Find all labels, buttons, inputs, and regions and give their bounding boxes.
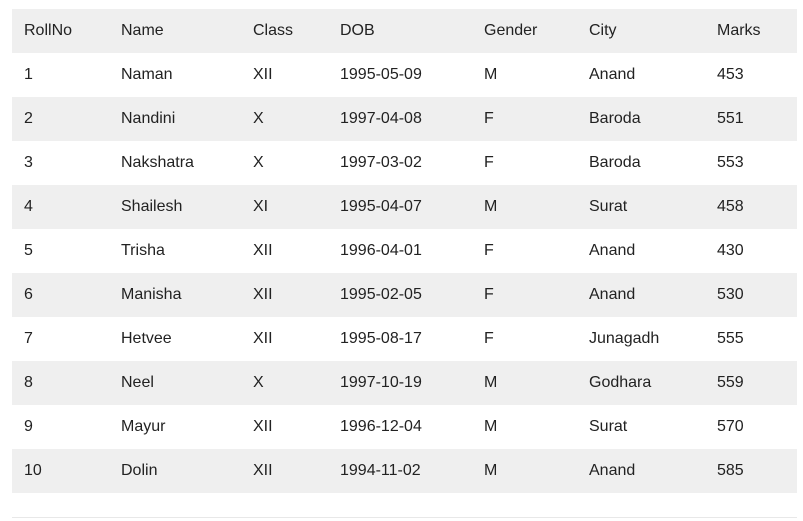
cell-dob: 1996-04-01 [340,242,422,259]
cell-rollno: 8 [24,374,33,391]
cell-rollno: 2 [24,110,33,127]
cell-gender: M [484,198,498,215]
cell-rollno: 10 [24,462,42,479]
cell-marks: 553 [717,154,744,171]
cell-marks: 559 [717,374,744,391]
table-row: 9 Mayur XII 1996-12-04 M Surat 570 [12,405,797,449]
cell-rollno: 9 [24,418,33,435]
table-row: 3 Nakshatra X 1997-03-02 F Baroda 553 [12,141,797,185]
cell-name: Dolin [121,462,158,479]
cell-dob: 1995-08-17 [340,330,422,347]
column-header-city: City [589,22,617,39]
cell-city: Godhara [589,374,652,391]
cell-name: Trisha [121,242,165,259]
cell-rollno: 1 [24,66,33,83]
column-header-dob: DOB [340,22,375,39]
table-row: 5 Trisha XII 1996-04-01 F Anand 430 [12,229,797,273]
cell-name: Hetvee [121,330,172,347]
cell-class: XII [253,242,273,259]
cell-class: X [253,110,264,127]
cell-gender: F [484,110,494,127]
cell-marks: 430 [717,242,744,259]
cell-name: Neel [121,374,154,391]
cell-class: X [253,374,264,391]
cell-gender: F [484,330,494,347]
cell-gender: M [484,462,498,479]
table-row: 10 Dolin XII 1994-11-02 M Anand 585 [12,449,797,493]
cell-dob: 1997-10-19 [340,374,422,391]
students-table: RollNo Name Class DOB Gender City Marks 1 Naman… [12,9,797,493]
cell-city: Anand [589,66,636,83]
column-header-name: Name [121,22,164,39]
cell-rollno: 3 [24,154,33,171]
cell-name: Naman [121,66,173,83]
cell-city: Baroda [589,110,641,127]
cell-gender: F [484,242,494,259]
cell-marks: 453 [717,66,744,83]
table-header-row: RollNo Name Class DOB Gender City Marks [12,9,797,53]
cell-class: X [253,154,264,171]
cell-marks: 530 [717,286,744,303]
cell-name: Shailesh [121,198,183,215]
cell-name: Mayur [121,418,166,435]
cell-gender: F [484,286,494,303]
cell-dob: 1995-04-07 [340,198,422,215]
cell-gender: F [484,154,494,171]
table-row: 4 Shailesh XI 1995-04-07 M Surat 458 [12,185,797,229]
column-header-rollno: RollNo [24,22,73,39]
table-row: 8 Neel X 1997-10-19 M Godhara 559 [12,361,797,405]
column-header-gender: Gender [484,22,538,39]
cell-city: Anand [589,462,636,479]
cell-marks: 555 [717,330,744,347]
cell-class: XII [253,66,273,83]
cell-city: Anand [589,286,636,303]
table-row: 2 Nandini X 1997-04-08 F Baroda 551 [12,97,797,141]
cell-class: XII [253,330,273,347]
cell-rollno: 5 [24,242,33,259]
cell-class: XI [253,198,269,215]
cell-name: Nakshatra [121,154,194,171]
cell-name: Manisha [121,286,182,303]
cell-gender: M [484,374,498,391]
cell-rollno: 6 [24,286,33,303]
cell-dob: 1995-05-09 [340,66,422,83]
cell-gender: M [484,66,498,83]
cell-dob: 1994-11-02 [340,462,421,479]
cell-class: XII [253,462,273,479]
cell-city: Surat [589,198,628,215]
cell-dob: 1997-03-02 [340,154,422,171]
table-row: 6 Manisha XII 1995-02-05 F Anand 530 [12,273,797,317]
cell-marks: 551 [717,110,744,127]
cell-city: Junagadh [589,330,660,347]
cell-dob: 1996-12-04 [340,418,422,435]
cell-marks: 570 [717,418,744,435]
cell-city: Surat [589,418,628,435]
cell-name: Nandini [121,110,176,127]
table-row: 7 Hetvee XII 1995-08-17 F Junagadh 555 [12,317,797,361]
cell-rollno: 4 [24,198,33,215]
cell-class: XII [253,418,273,435]
cell-dob: 1997-04-08 [340,110,422,127]
divider [12,517,797,518]
cell-marks: 458 [717,198,744,215]
cell-class: XII [253,286,273,303]
cell-city: Baroda [589,154,641,171]
cell-gender: M [484,418,498,435]
cell-dob: 1995-02-05 [340,286,422,303]
cell-marks: 585 [717,462,744,479]
cell-city: Anand [589,242,636,259]
cell-rollno: 7 [24,330,33,347]
table-row: 1 Naman XII 1995-05-09 M Anand 453 [12,53,797,97]
column-header-class: Class [253,22,294,39]
column-header-marks: Marks [717,22,761,39]
